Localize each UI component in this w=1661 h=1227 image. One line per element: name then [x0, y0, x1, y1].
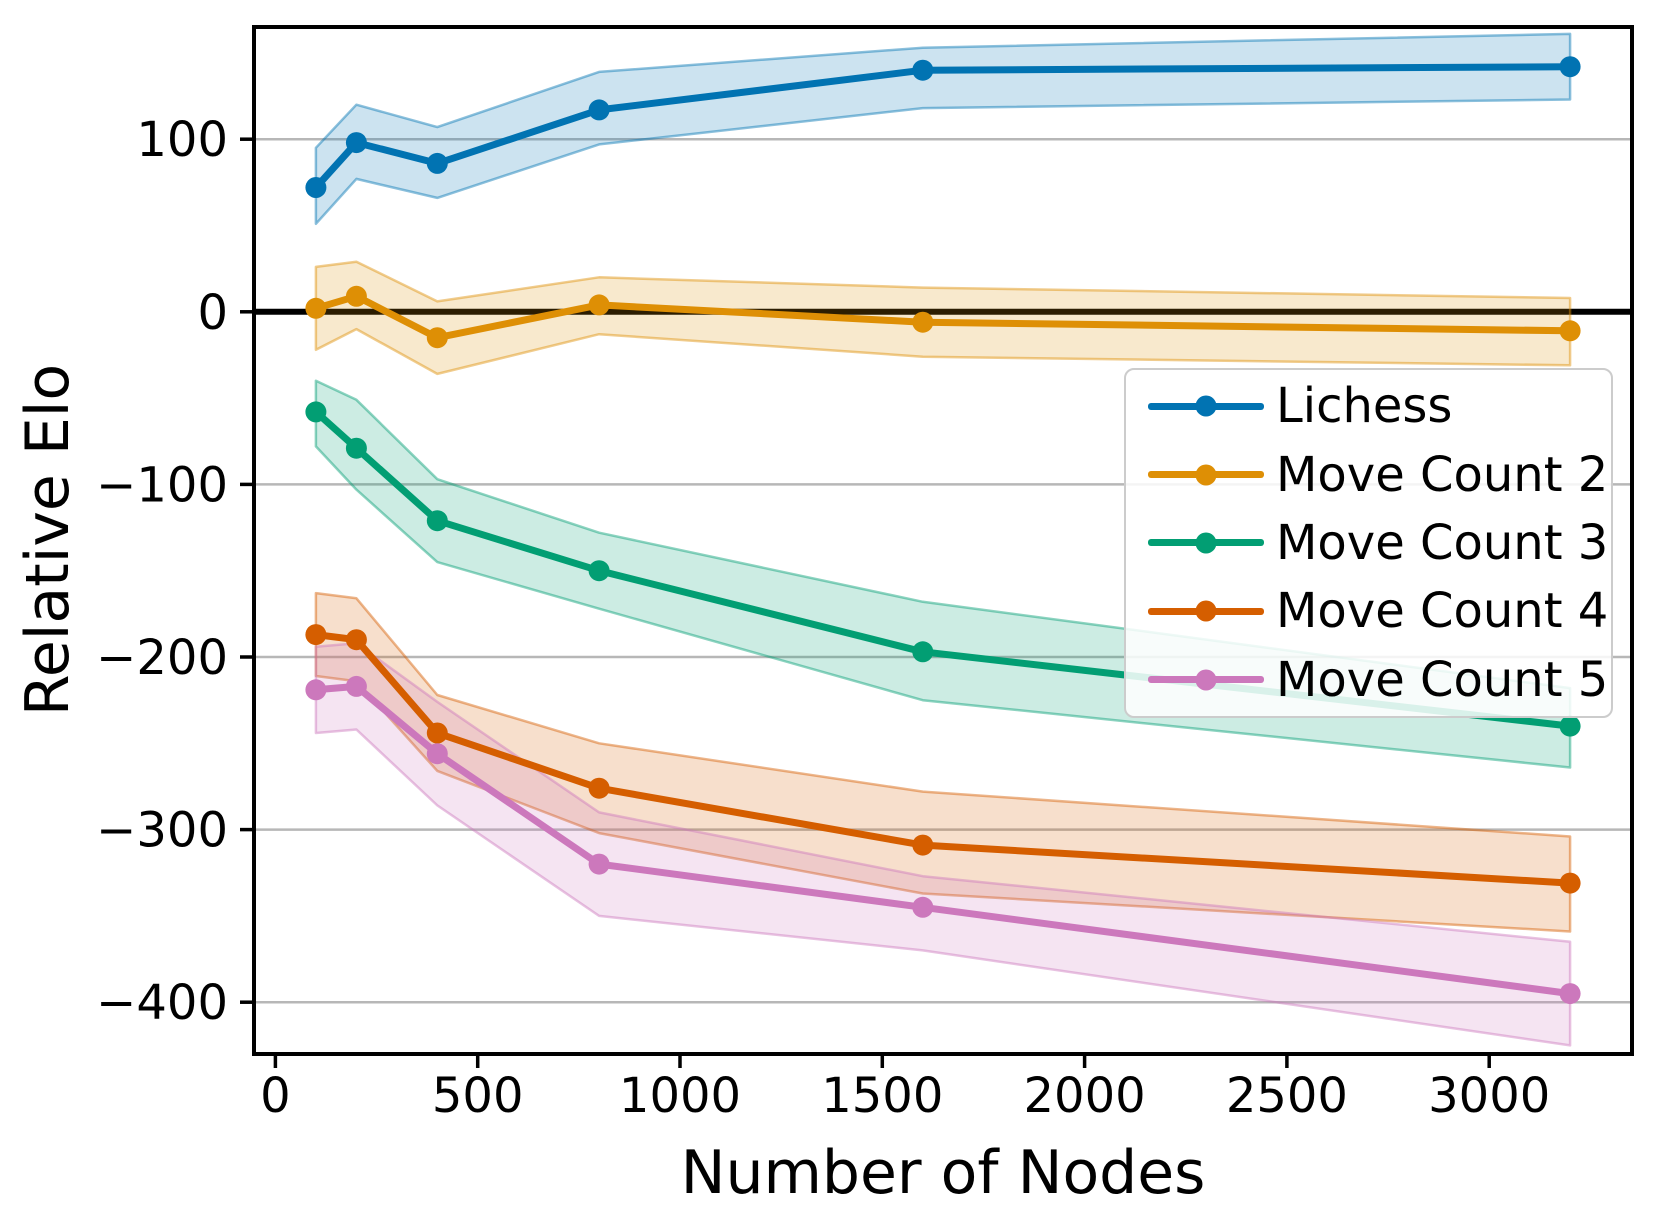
data-point-move-count-4 — [912, 834, 934, 856]
data-point-move-count-4 — [1559, 872, 1581, 894]
data-point-move-count-2 — [345, 285, 367, 307]
legend-dot-marker — [1195, 532, 1217, 554]
y-tick-label: −300 — [96, 803, 228, 859]
legend-line-marker — [1148, 669, 1264, 691]
legend-entry-move-count-2: Move Count 2 — [1126, 443, 1611, 507]
y-tick-label: −100 — [96, 457, 228, 513]
x-axis-title: Number of Nodes — [680, 1138, 1206, 1208]
data-point-move-count-3 — [912, 641, 934, 663]
confidence-band-lichess — [314, 32, 1572, 226]
legend-line-marker — [1148, 395, 1264, 417]
x-tick-label: 0 — [260, 1068, 291, 1124]
data-point-lichess — [588, 99, 610, 121]
y-tick-label: −400 — [96, 975, 228, 1031]
data-point-move-count-2 — [912, 311, 934, 333]
data-point-lichess — [1559, 56, 1581, 78]
data-point-move-count-3 — [345, 437, 367, 459]
x-tick-label: 3000 — [1428, 1068, 1550, 1124]
x-tick-label: 2500 — [1226, 1068, 1348, 1124]
x-tick-label: 1000 — [619, 1068, 741, 1124]
legend-label: Move Count 2 — [1276, 446, 1609, 503]
legend-label: Move Count 5 — [1276, 651, 1609, 708]
data-point-lichess — [912, 59, 934, 81]
data-point-move-count-5 — [426, 743, 448, 765]
legend-line-marker — [1148, 532, 1264, 554]
x-tick-label: 2000 — [1024, 1068, 1146, 1124]
data-point-lichess — [426, 152, 448, 174]
data-point-move-count-5 — [588, 853, 610, 875]
data-point-move-count-2 — [426, 327, 448, 349]
x-tick-label: 500 — [432, 1068, 524, 1124]
data-point-move-count-5 — [305, 679, 327, 701]
confidence-band-move-count-2 — [314, 260, 1572, 376]
plot-border — [252, 25, 1634, 1056]
data-point-move-count-3 — [1559, 715, 1581, 737]
legend-label: Move Count 3 — [1276, 514, 1609, 571]
data-point-move-count-5 — [345, 675, 367, 697]
data-point-move-count-2 — [305, 297, 327, 319]
data-point-move-count-2 — [1559, 320, 1581, 342]
data-point-move-count-4 — [426, 722, 448, 744]
y-tick-label: 100 — [136, 112, 228, 168]
data-point-move-count-5 — [1559, 983, 1581, 1005]
legend: Lichess Move Count 2 Move Count 3 Move C… — [1124, 368, 1613, 718]
legend-dot-marker — [1195, 464, 1217, 486]
data-point-move-count-3 — [426, 510, 448, 532]
data-point-lichess — [305, 177, 327, 198]
confidence-band-move-count-5 — [314, 641, 1572, 1047]
data-point-move-count-3 — [305, 401, 327, 423]
data-point-move-count-4 — [305, 624, 327, 646]
data-point-move-count-3 — [588, 560, 610, 582]
legend-label: Move Count 4 — [1276, 583, 1609, 640]
legend-line-marker — [1148, 600, 1264, 622]
legend-dot-marker — [1195, 395, 1217, 417]
x-tick-label: 1500 — [821, 1068, 943, 1124]
data-point-move-count-2 — [588, 294, 610, 316]
data-point-move-count-4 — [588, 777, 610, 799]
legend-dot-marker — [1195, 669, 1217, 691]
legend-dot-marker — [1195, 600, 1217, 622]
y-axis-title: Relative Elo — [13, 363, 83, 717]
legend-line-marker — [1148, 464, 1264, 486]
legend-entry-move-count-4: Move Count 4 — [1126, 579, 1611, 643]
y-tick-label: −200 — [96, 630, 228, 686]
legend-entry-lichess: Lichess — [1126, 374, 1611, 438]
legend-entry-move-count-3: Move Count 3 — [1126, 511, 1611, 575]
y-tick-label: 0 — [197, 285, 228, 341]
data-point-move-count-4 — [345, 629, 367, 651]
legend-entry-move-count-5: Move Count 5 — [1126, 648, 1611, 712]
legend-label: Lichess — [1276, 378, 1453, 435]
data-point-move-count-5 — [912, 896, 934, 918]
data-point-lichess — [345, 132, 367, 154]
